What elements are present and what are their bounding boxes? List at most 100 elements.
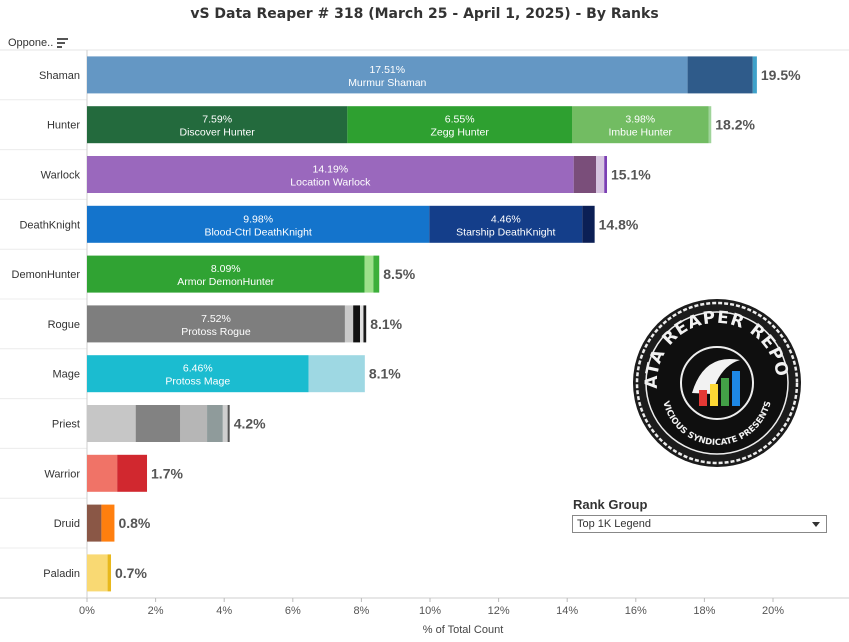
- x-tick-label: 14%: [556, 605, 578, 617]
- segment-archetype-label: Imbue Hunter: [608, 127, 672, 139]
- segment-archetype-label: Protoss Mage: [165, 376, 230, 388]
- bar-segment: [87, 305, 345, 343]
- bar-segment: [582, 205, 595, 243]
- bar-segment: [364, 255, 374, 293]
- category-label: Priest: [52, 419, 80, 431]
- bar-segment: [87, 205, 430, 243]
- bar-segment: [87, 504, 102, 542]
- bar-segment: [87, 156, 574, 193]
- segment-archetype-label: Blood-Ctrl DeathKnight: [204, 226, 311, 238]
- bar-segment: [373, 255, 380, 293]
- segment-percent-label: 7.52%: [201, 313, 231, 325]
- total-label: 14.8%: [599, 216, 639, 232]
- category-label: Warlock: [41, 170, 81, 182]
- segment-percent-label: 6.46%: [183, 363, 213, 375]
- bar-segment: [87, 255, 365, 293]
- category-label: Hunter: [47, 120, 80, 132]
- bar-segment: [573, 156, 597, 193]
- bar-segment: [222, 405, 228, 442]
- bar-segment: [604, 156, 607, 193]
- segment-archetype-label: Protoss Rogue: [181, 326, 251, 338]
- category-label: Mage: [52, 369, 80, 381]
- segment-archetype-label: Discover Hunter: [180, 127, 256, 139]
- rank-group-dropdown[interactable]: Top 1K Legend: [572, 515, 827, 533]
- x-tick-label: 6%: [285, 605, 301, 617]
- segment-percent-label: 6.55%: [445, 114, 475, 126]
- segment-archetype-label: Murmur Shaman: [348, 77, 426, 89]
- total-label: 0.8%: [118, 515, 150, 531]
- x-tick-label: 10%: [419, 605, 441, 617]
- bar-segment: [687, 56, 753, 94]
- bar-segment: [87, 405, 136, 442]
- bar-segment: [180, 405, 208, 442]
- x-tick-label: 16%: [625, 605, 647, 617]
- segment-archetype-label: Armor DemonHunter: [177, 276, 274, 288]
- total-label: 4.2%: [234, 416, 266, 432]
- segment-archetype-label: Location Warlock: [290, 177, 371, 189]
- category-label: Paladin: [43, 568, 80, 580]
- bar-segment: [135, 405, 181, 442]
- opponent-header-label: Oppone..: [8, 37, 54, 49]
- x-tick-label: 8%: [353, 605, 369, 617]
- total-label: 19.5%: [761, 67, 801, 83]
- bar-chart-icon: [692, 358, 740, 406]
- bar-segment: [360, 305, 364, 343]
- bar-segment: [363, 305, 367, 343]
- total-label: 0.7%: [115, 565, 147, 581]
- bar-segment: [87, 554, 108, 592]
- total-label: 8.5%: [383, 266, 415, 282]
- segment-percent-label: 3.98%: [625, 114, 655, 126]
- total-label: 8.1%: [369, 366, 401, 382]
- category-label: Rogue: [48, 319, 80, 331]
- chart-title: vS Data Reaper # 318 (March 25 - April 1…: [190, 6, 659, 22]
- x-tick-label: 4%: [216, 605, 232, 617]
- segment-archetype-label: Zegg Hunter: [430, 127, 489, 139]
- bar-segment: [344, 305, 354, 343]
- bar-segment: [87, 355, 309, 393]
- category-label: Warrior: [44, 468, 80, 480]
- x-tick-label: 18%: [693, 605, 715, 617]
- bar-segment: [107, 554, 112, 592]
- bar-segment: [708, 106, 712, 144]
- category-label: Druid: [54, 518, 80, 530]
- bar-segment: [87, 56, 688, 94]
- bar-segment: [227, 405, 230, 442]
- bar-segment: [353, 305, 361, 343]
- opponent-column-header[interactable]: Oppone..: [8, 37, 69, 49]
- bar-segment: [572, 106, 709, 144]
- x-tick-label: 20%: [762, 605, 784, 617]
- segment-percent-label: 17.51%: [369, 64, 405, 76]
- total-label: 1.7%: [151, 465, 183, 481]
- bar-segment: [308, 355, 365, 393]
- x-axis-label: % of Total Count: [423, 624, 504, 636]
- bar-segment: [207, 405, 223, 442]
- rank-group-selected: Top 1K Legend: [577, 518, 652, 530]
- rank-group-label: Rank Group: [573, 497, 648, 512]
- bar-segment: [347, 106, 573, 144]
- total-label: 8.1%: [370, 316, 402, 332]
- bar-segment: [87, 454, 118, 492]
- bar-segment: [429, 205, 583, 243]
- x-tick-label: 0%: [79, 605, 95, 617]
- chevron-down-icon: [812, 522, 820, 527]
- category-label: DeathKnight: [19, 219, 80, 231]
- segment-percent-label: 4.46%: [491, 213, 521, 225]
- data-reaper-logo: DATA REAPER REPORT VICIOUS SYNDICATE PRE…: [632, 298, 801, 467]
- bar-segment: [101, 504, 115, 542]
- bar-segment: [87, 106, 348, 144]
- segment-percent-label: 7.59%: [202, 114, 232, 126]
- bar-segment: [752, 56, 757, 94]
- bar-segment: [117, 454, 148, 492]
- segment-percent-label: 9.98%: [243, 213, 273, 225]
- sort-icon[interactable]: [57, 38, 69, 48]
- category-label: Shaman: [39, 70, 80, 82]
- segment-percent-label: 8.09%: [211, 263, 241, 275]
- total-label: 15.1%: [611, 167, 651, 183]
- bar-segment: [596, 156, 605, 193]
- total-label: 18.2%: [715, 117, 755, 133]
- x-tick-label: 12%: [488, 605, 510, 617]
- segment-percent-label: 14.19%: [313, 164, 349, 176]
- x-tick-label: 2%: [148, 605, 164, 617]
- segment-archetype-label: Starship DeathKnight: [456, 226, 555, 238]
